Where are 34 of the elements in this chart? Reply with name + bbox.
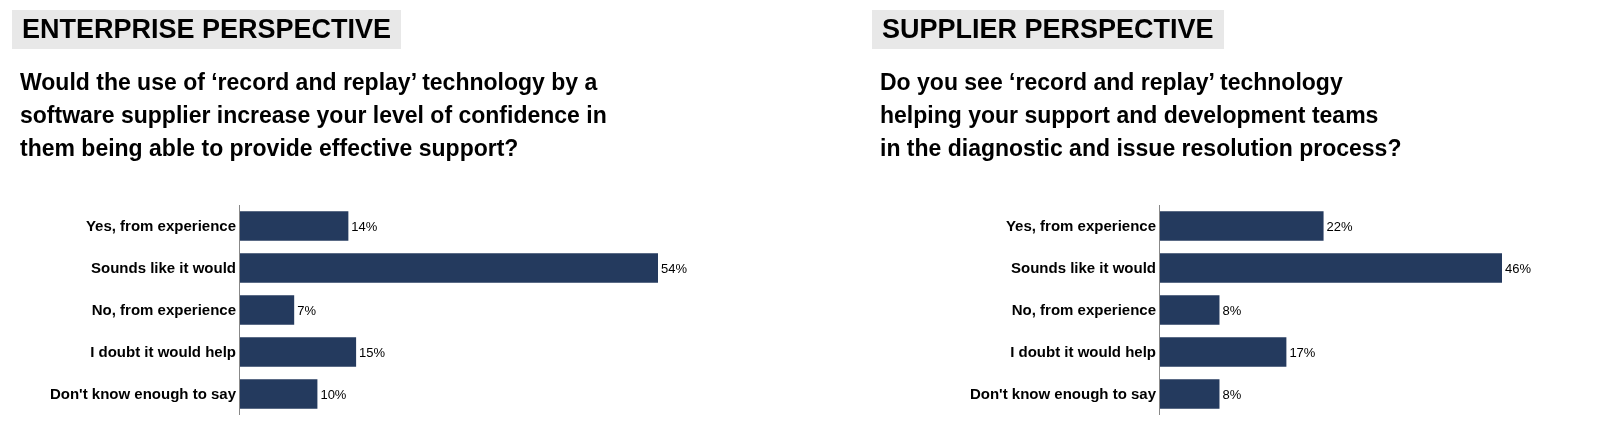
y-tick-label: Don't know enough to say xyxy=(969,385,1157,403)
y-tick-label: I doubt it would help xyxy=(90,343,236,361)
bar xyxy=(1160,253,1502,283)
y-tick-label: No, from experience xyxy=(91,301,236,319)
data-label: 54% xyxy=(661,260,688,276)
data-label: 46% xyxy=(1505,260,1532,276)
bar xyxy=(1160,379,1220,409)
data-label: 8% xyxy=(1222,302,1242,318)
data-label: 7% xyxy=(297,302,317,318)
bar xyxy=(240,337,357,367)
data-label: 22% xyxy=(1326,218,1354,234)
chart-title: SUPPLIER PERSPECTIVE xyxy=(872,10,1224,49)
y-tick-label: Sounds like it would xyxy=(1010,259,1156,277)
data-label: 10% xyxy=(320,386,347,402)
bar xyxy=(240,253,658,283)
chart-title: ENTERPRISE PERSPECTIVE xyxy=(12,10,402,49)
chart-subtitle: Would the use of ‘record and replay’ technology by a software supplier increase your level of confidence in them being able to provide effective support? xyxy=(20,68,607,163)
y-tick-label: Sounds like it would xyxy=(90,259,236,277)
y-tick-label: Yes, from experience xyxy=(85,217,236,235)
bar xyxy=(1160,295,1220,325)
data-label: 8% xyxy=(1222,386,1242,402)
data-label: 17% xyxy=(1289,344,1316,360)
y-tick-label: I doubt it would help xyxy=(1010,343,1156,361)
bar xyxy=(240,211,349,241)
bar xyxy=(240,295,295,325)
bar xyxy=(1160,211,1324,241)
chart-subtitle: Do you see ‘record and replay’ technology helping your support and development teams in the diagnostic and issue resolution process? xyxy=(880,68,1402,163)
data-label: 15% xyxy=(359,344,386,360)
bar xyxy=(1160,337,1287,367)
y-tick-label: Yes, from experience xyxy=(1005,217,1156,235)
y-tick-label: Don't know enough to say xyxy=(49,385,237,403)
data-label: 14% xyxy=(351,218,378,234)
bar xyxy=(240,379,318,409)
y-tick-label: No, from experience xyxy=(1011,301,1156,319)
